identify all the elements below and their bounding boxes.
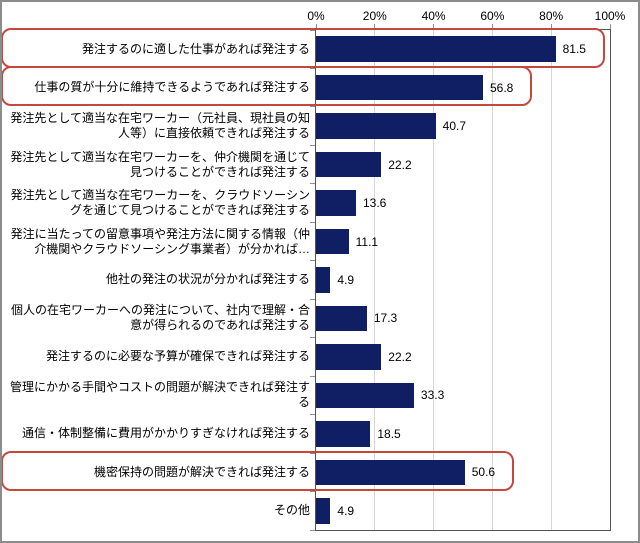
category-label: 仕事の質が十分に維持できるようであれば発注する — [34, 80, 310, 95]
category-tick-mark — [310, 144, 315, 146]
x-axis-tick-label: 20% — [362, 9, 387, 23]
category-label: 発注先として適当な在宅ワーカーを、クラウドソーシングを通じて見つけることができれ… — [10, 188, 310, 218]
category-tick-mark — [310, 375, 315, 377]
category-labels: 発注するのに適した仕事があれば発注する仕事の質が十分に維持できるようであれば発注… — [4, 30, 310, 530]
category-label: 発注するのに必要な予算が確保できれば発注する — [45, 349, 310, 364]
category-tick-mark — [310, 67, 315, 69]
axis-tick-mark — [491, 24, 493, 29]
category-label: 通信・体制整備に費用がかかりすぎなければ発注する — [21, 426, 310, 441]
highlight-box — [2, 27, 605, 68]
value-label: 56.8 — [489, 80, 514, 95]
category-tick-mark — [310, 183, 315, 185]
category-tick-mark — [310, 260, 315, 262]
bar — [316, 421, 371, 447]
category-tick-mark — [310, 221, 315, 223]
highlight-box — [2, 450, 514, 491]
x-axis-tick-label: 100% — [594, 9, 626, 23]
axis-tick-mark — [374, 24, 376, 29]
value-label: 40.7 — [442, 119, 467, 134]
value-label: 4.9 — [337, 503, 355, 518]
highlight-box — [2, 66, 532, 107]
bar — [316, 344, 382, 370]
bar — [316, 305, 367, 332]
axis-tick-mark — [315, 24, 317, 29]
bar — [316, 151, 382, 178]
gridline — [550, 30, 552, 530]
value-label: 81.5 — [562, 42, 586, 57]
bar — [316, 267, 331, 293]
value-label: 11.1 — [355, 234, 379, 249]
value-label: 18.5 — [377, 426, 401, 441]
bar — [316, 36, 556, 62]
category-label: 発注先として適当な在宅ワーカー（元社員、現社員の知人等）に直接依頼できれば発注す… — [10, 111, 310, 141]
category-tick-mark — [310, 491, 315, 493]
bar — [316, 113, 436, 139]
x-axis-tick-label: 80% — [539, 9, 564, 23]
x-axis-tick-label: 0% — [307, 9, 325, 23]
category-label: 発注に当たっての留意事項や発注方法に関する情報（仲介機関やクラウドソーシング事業… — [10, 226, 310, 256]
axis-tick-mark — [550, 24, 552, 29]
category-label: 管理にかかる手間やコストの問題が解決できれば発注する — [9, 380, 310, 410]
axis-tick-mark — [609, 24, 611, 29]
gridline — [433, 30, 435, 530]
category-tick-mark — [310, 452, 315, 454]
plot-area: 81.5 56.8 40.7 22.2 13.6 11.1 4.9 17.3 22.2 33.3 1… — [310, 24, 611, 531]
value-label: 33.3 — [420, 388, 445, 403]
x-axis-tick-label: 40% — [421, 9, 446, 23]
category-label: 発注するのに適した仕事があれば発注する — [81, 41, 310, 56]
bar — [316, 190, 356, 216]
value-label: 50.6 — [471, 465, 496, 480]
category-label: 他社の発注の状況が分かれば発注する — [105, 272, 310, 287]
category-tick-mark — [310, 337, 315, 339]
bar — [316, 459, 465, 486]
category-label: 発注先として適当な在宅ワーカーを、仲介機関を通じて見つけることができれば発注する — [10, 149, 310, 179]
category-tick-mark — [310, 29, 315, 31]
category-label: 機密保持の問題が解決できれば発注する — [93, 464, 310, 479]
bar — [316, 498, 331, 524]
category-label: その他 — [273, 503, 310, 518]
category-tick-mark — [310, 529, 315, 531]
axis-tick-mark — [433, 24, 435, 29]
value-label: 13.6 — [362, 196, 387, 211]
value-label: 17.3 — [373, 311, 398, 326]
bar — [316, 74, 483, 101]
x-axis-tick-label: 60% — [480, 9, 505, 23]
category-tick-mark — [310, 106, 315, 108]
category-tick-mark — [310, 414, 315, 416]
bar — [316, 228, 349, 255]
value-label: 22.2 — [388, 157, 412, 172]
bar — [316, 382, 414, 409]
category-label: 個人の在宅ワーカーへの発注について、社内で理解・合意が得られるのであれば発注する — [10, 303, 310, 333]
value-label: 22.2 — [388, 349, 412, 364]
gridline — [491, 30, 493, 530]
gridline — [374, 30, 376, 530]
value-label: 4.9 — [337, 273, 355, 287]
category-tick-mark — [310, 298, 315, 300]
